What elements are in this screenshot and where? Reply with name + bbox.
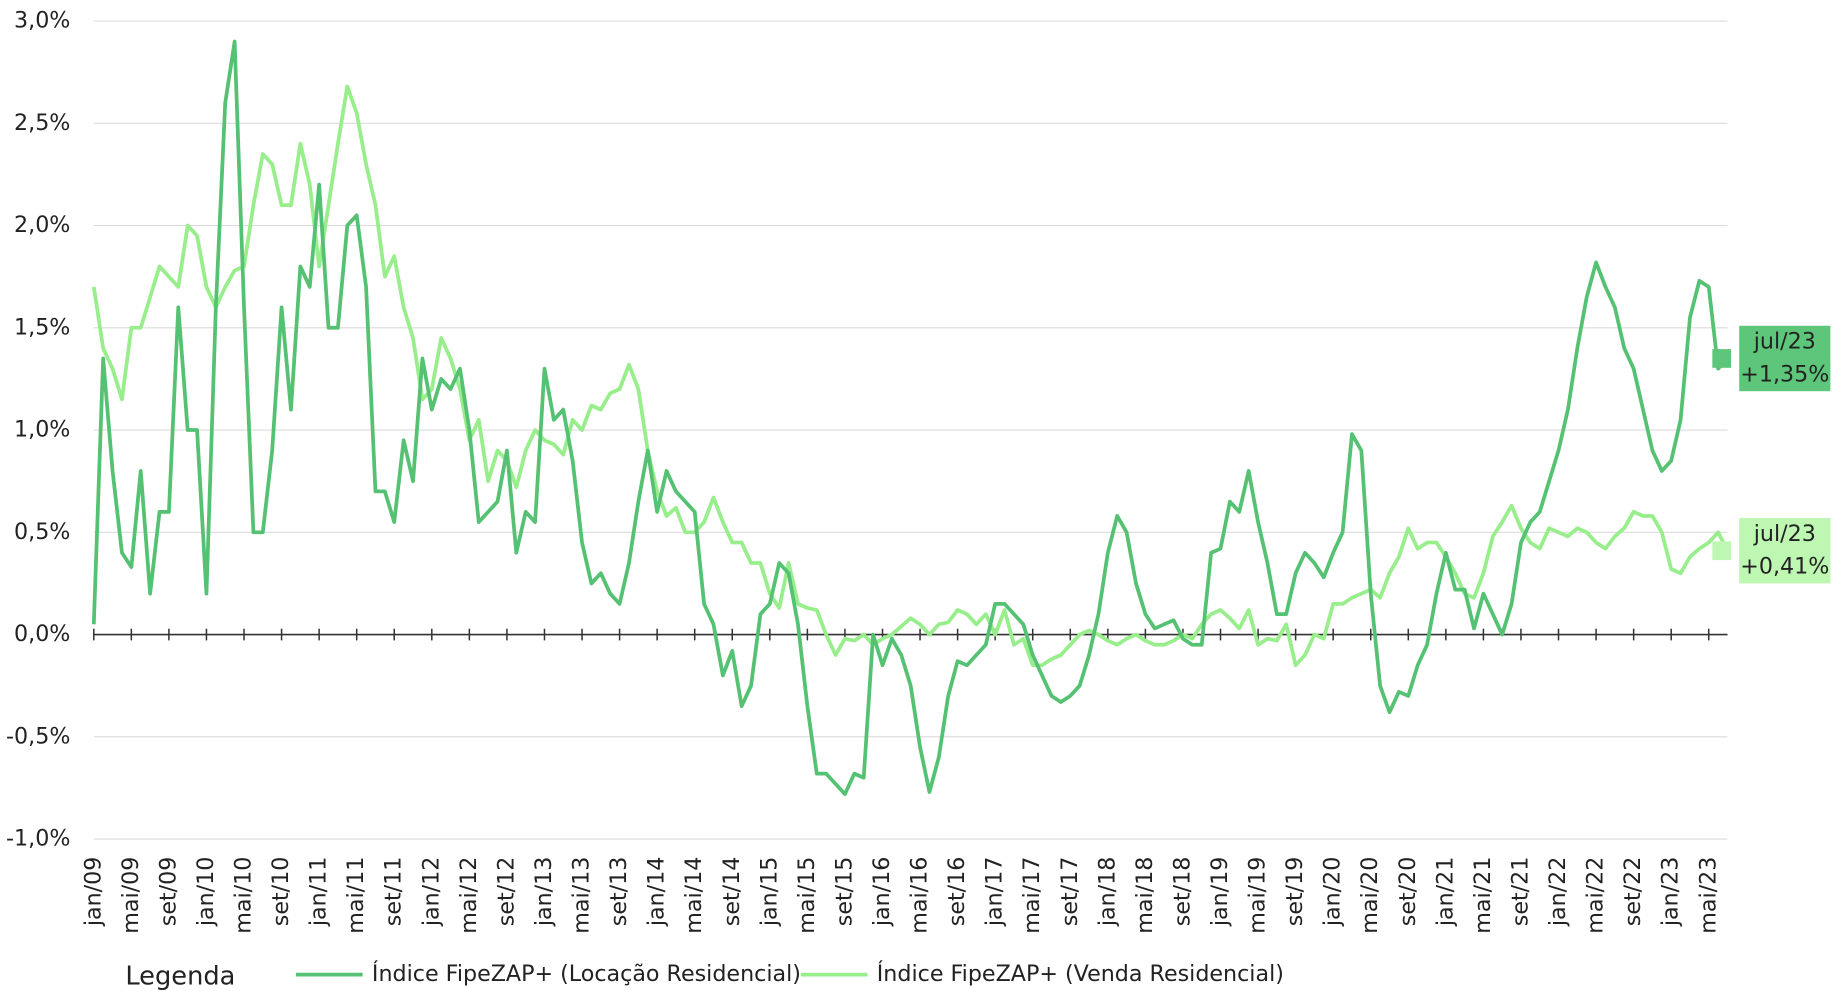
x-tick-label: jan/10: [193, 857, 219, 928]
x-tick-label: jan/11: [306, 857, 332, 928]
x-tick-label: set/15: [831, 857, 857, 927]
x-tick-label: mai/23: [1695, 857, 1721, 934]
y-tick-label: 1,5%: [14, 314, 70, 340]
x-tick-label: mai/19: [1245, 857, 1271, 934]
x-tick-label: jan/14: [644, 857, 670, 928]
y-tick-label: 1,0%: [14, 417, 70, 443]
series-line: [91, 84, 1730, 668]
x-tick-label: jan/12: [418, 857, 444, 928]
x-tick-label: set/11: [381, 857, 407, 927]
x-tick-label: set/17: [1057, 857, 1083, 927]
x-tick-label: mai/14: [681, 857, 707, 934]
x-tick-label: mai/17: [1019, 857, 1045, 934]
x-tick-label: set/10: [268, 857, 294, 927]
legend-label: Índice FipeZAP+ (Locação Residencial): [372, 959, 801, 987]
y-tick-label: 0,0%: [14, 621, 70, 647]
x-tick-label: mai/21: [1470, 857, 1496, 934]
x-tick-label: set/21: [1507, 857, 1533, 927]
x-tick-label: set/19: [1282, 857, 1308, 927]
x-tick-label: mai/12: [456, 857, 482, 934]
x-tick-label: jan/17: [982, 857, 1008, 928]
x-tick-label: mai/18: [1132, 857, 1158, 934]
y-tick-label: 0,5%: [14, 519, 70, 545]
x-tick-label: jan/19: [1207, 857, 1233, 928]
x-tick-label: jan/23: [1658, 857, 1684, 928]
y-tick-label: 2,0%: [14, 212, 70, 238]
x-tick-label: mai/13: [569, 857, 595, 934]
y-tick-label: 2,5%: [14, 110, 70, 136]
end-label-date: jul/23: [1753, 329, 1816, 355]
x-tick-label: jan/22: [1545, 857, 1571, 928]
x-tick-label: mai/09: [118, 857, 144, 934]
series-line: [91, 39, 1729, 796]
y-tick-label: -1,0%: [6, 826, 70, 852]
x-tick-label: jan/21: [1432, 857, 1458, 928]
x-tick-label: set/20: [1395, 857, 1421, 927]
end-label-box: [1739, 325, 1831, 392]
x-tick-label: set/09: [155, 857, 181, 927]
x-tick-label: jan/15: [756, 857, 782, 928]
x-tick-label: set/18: [1169, 857, 1195, 927]
end-label-value: +0,41%: [1740, 554, 1829, 580]
x-tick-label: set/22: [1620, 857, 1646, 927]
x-tick-label: set/12: [493, 857, 519, 927]
x-tick-label: jan/09: [80, 857, 106, 928]
end-marker: [1712, 541, 1732, 561]
end-label-date: jul/23: [1753, 521, 1816, 547]
x-tick-label: mai/10: [231, 857, 257, 934]
x-tick-label: set/13: [606, 857, 632, 927]
x-tick-label: mai/22: [1583, 857, 1609, 934]
y-tick-label: -0,5%: [6, 723, 70, 749]
y-tick-label: 3,0%: [14, 8, 70, 34]
end-marker: [1712, 349, 1732, 368]
x-tick-label: jan/13: [531, 857, 557, 928]
x-tick-label: jan/18: [1094, 857, 1120, 928]
x-tick-label: mai/20: [1357, 857, 1383, 934]
x-tick-label: mai/11: [343, 857, 369, 934]
end-label-box: [1739, 517, 1831, 584]
x-tick-label: mai/16: [907, 857, 933, 934]
x-tick-label: mai/15: [794, 857, 820, 934]
x-tick-label: set/14: [719, 857, 745, 927]
end-label-value: +1,35%: [1740, 361, 1829, 387]
x-tick-label: set/16: [944, 857, 970, 927]
legend-title: Legenda: [125, 961, 235, 991]
x-tick-label: jan/20: [1320, 857, 1346, 928]
legend-label: Índice FipeZAP+ (Venda Residencial): [877, 959, 1284, 987]
x-tick-label: jan/16: [869, 857, 895, 928]
